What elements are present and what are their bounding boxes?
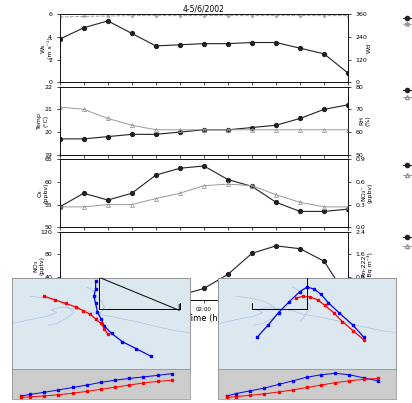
Y-axis label: O₃
(ppbv): O₃ (ppbv) bbox=[37, 183, 48, 204]
Y-axis label: NO₃⁻
(ppbv): NO₃⁻ (ppbv) bbox=[362, 183, 372, 204]
Legend: Ws, Wd: Ws, Wd bbox=[403, 16, 412, 27]
Legend: Temp, RH: Temp, RH bbox=[403, 88, 412, 100]
Y-axis label: Temp
(°C): Temp (°C) bbox=[37, 112, 48, 129]
Y-axis label: Rn-222
(Bq m⁻³): Rn-222 (Bq m⁻³) bbox=[361, 252, 373, 279]
X-axis label: Time (h): Time (h) bbox=[187, 314, 221, 323]
Legend: $O_3$, $NO_3^-$: $O_3$, $NO_3^-$ bbox=[403, 160, 412, 181]
Y-axis label: NO₃
(pptv): NO₃ (pptv) bbox=[33, 256, 44, 275]
Y-axis label: RH
(%): RH (%) bbox=[360, 115, 370, 126]
Y-axis label: Wd: Wd bbox=[367, 43, 372, 53]
Y-axis label: Ws
(m s⁻¹): Ws (m s⁻¹) bbox=[41, 37, 53, 59]
Title: 4-5/6/2002: 4-5/6/2002 bbox=[183, 4, 225, 13]
Legend: $NO_3$, Rn-222: $NO_3$, Rn-222 bbox=[403, 233, 412, 249]
